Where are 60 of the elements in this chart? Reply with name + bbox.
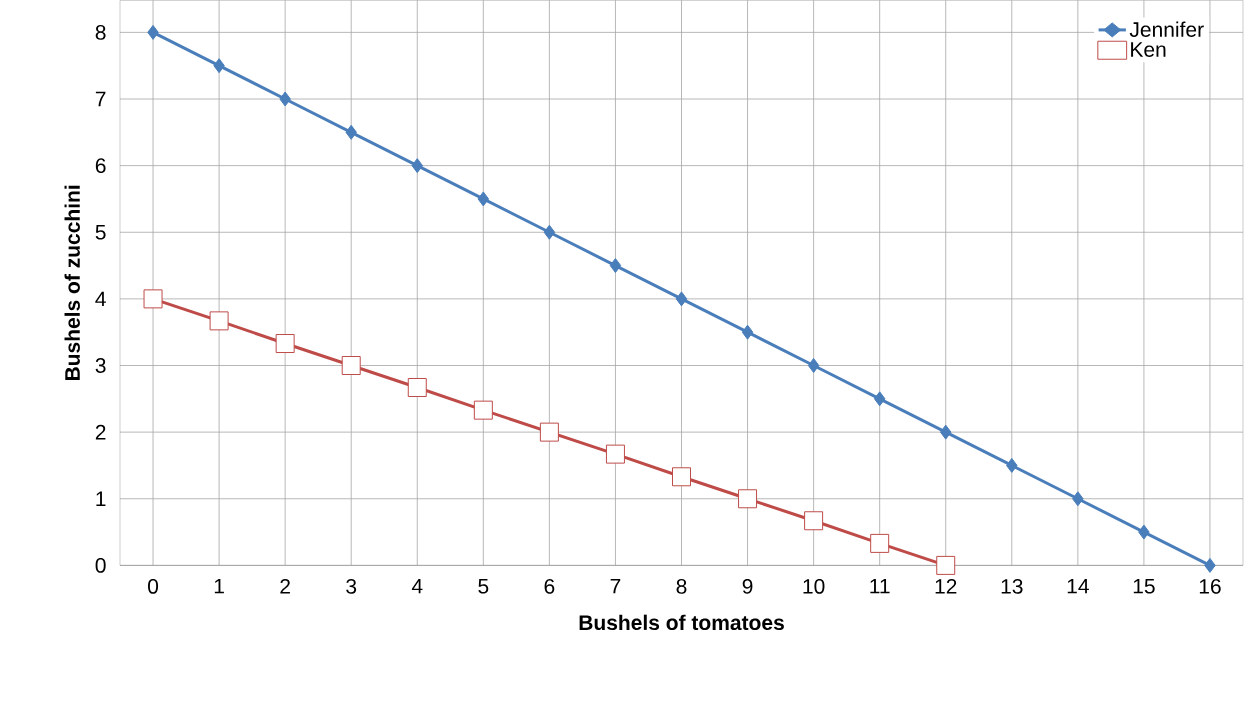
x-tick-label: 8 — [676, 578, 687, 594]
point — [807, 357, 820, 373]
point — [870, 533, 890, 553]
x-tick-label: 1 — [214, 578, 224, 594]
x-tick-label: 10 — [803, 578, 825, 594]
point — [477, 191, 490, 207]
y-tick-label: 4 — [95, 291, 106, 306]
y-tick-label: 1 — [96, 491, 106, 506]
point — [1006, 457, 1018, 473]
x-tick-label: 5 — [478, 578, 489, 594]
point — [341, 355, 361, 375]
point — [279, 91, 291, 107]
point — [543, 224, 556, 240]
point — [804, 511, 824, 531]
x-tick-label: 2 — [280, 578, 290, 594]
point — [605, 444, 625, 464]
point — [1138, 524, 1150, 540]
y-tick-label: 6 — [95, 158, 106, 173]
x-tick-label: 13 — [1001, 578, 1023, 594]
x-tick-label: 4 — [411, 578, 423, 594]
point — [411, 157, 424, 173]
point — [675, 291, 688, 307]
point — [1072, 491, 1084, 507]
point — [275, 333, 295, 353]
x-tick-label: 11 — [870, 578, 890, 594]
y-tick-label: 5 — [95, 224, 106, 240]
point — [345, 124, 357, 140]
y-axis-title: Bushels of zucchini — [64, 185, 80, 380]
x-tick-label: 3 — [346, 578, 357, 594]
x-tick-label: 6 — [544, 578, 555, 594]
point — [672, 467, 691, 487]
x-tick-label: 0 — [148, 578, 159, 594]
point — [407, 377, 427, 397]
point — [738, 489, 758, 509]
y-tick-label: 7 — [95, 91, 106, 107]
point — [539, 422, 559, 442]
x-tick-label: 7 — [610, 578, 621, 594]
point — [939, 424, 952, 440]
legend-label: Ken — [1131, 42, 1166, 57]
legend-label: Jennifer — [1129, 21, 1204, 37]
y-tick-label: 0 — [95, 557, 106, 573]
x-tick-label: 9 — [742, 578, 753, 594]
point — [936, 555, 956, 575]
point — [213, 58, 225, 73]
point — [147, 24, 159, 40]
point — [609, 257, 622, 273]
y-tick-label: 8 — [95, 24, 106, 40]
y-tick-label: 2 — [95, 424, 106, 440]
x-tick-label: 12 — [935, 578, 957, 594]
x-tick-label: 14 — [1067, 578, 1089, 594]
point — [143, 289, 163, 309]
x-axis-title: Bushels of tomatoes — [579, 614, 784, 630]
point — [209, 311, 229, 331]
point — [1204, 557, 1216, 573]
y-tick-label: 3 — [95, 357, 106, 373]
point — [873, 391, 886, 407]
point — [741, 324, 754, 340]
x-tick-label: 16 — [1199, 578, 1221, 594]
point — [473, 400, 493, 420]
x-tick-label: 15 — [1133, 578, 1155, 594]
